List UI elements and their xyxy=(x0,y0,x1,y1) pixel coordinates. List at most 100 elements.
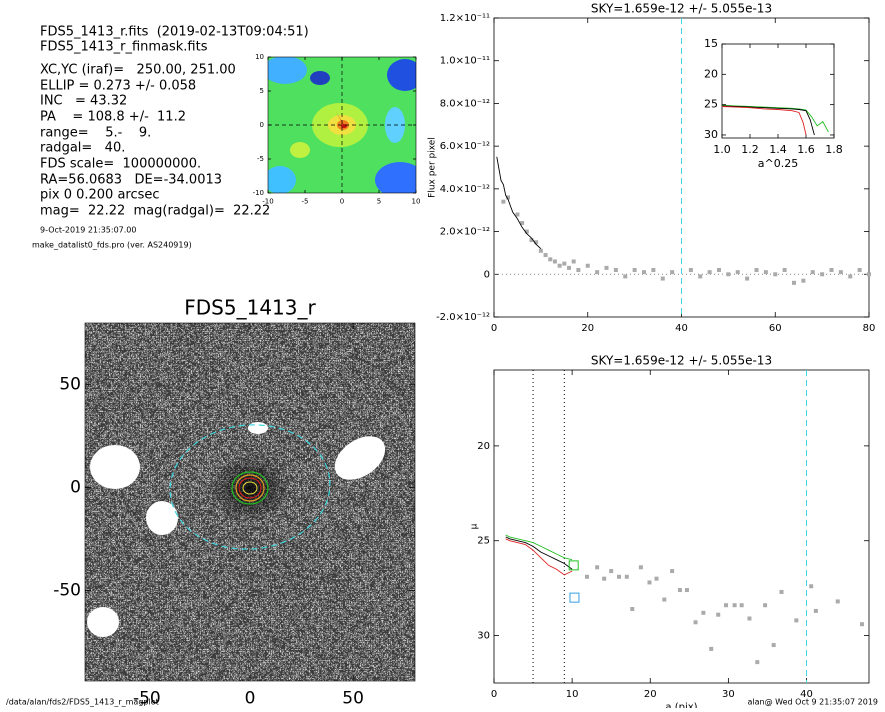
marker xyxy=(660,276,665,281)
timestamp: 9-Oct-2019 21:35:07.00 xyxy=(40,226,136,235)
y-tick-label: 15 xyxy=(704,37,718,50)
line xyxy=(721,104,829,133)
y-tick-label: 2.0×10⁻¹² xyxy=(440,227,490,238)
marker xyxy=(701,610,706,615)
footer-right: alan@ Wed Oct 9 21:35:07 2019 xyxy=(748,698,878,707)
marker xyxy=(534,240,539,245)
plot-area xyxy=(493,369,870,684)
thumbnail-image xyxy=(268,57,416,193)
marker xyxy=(515,212,520,217)
info-line: XC,YC (iraf)= 250.00, 251.00 xyxy=(40,63,236,78)
marker xyxy=(688,268,693,273)
marker xyxy=(651,268,656,273)
marker xyxy=(604,265,609,270)
x-tick-label: 0 xyxy=(245,688,256,708)
marker xyxy=(548,257,553,262)
marker xyxy=(857,268,862,273)
y-tick-label: 30 xyxy=(704,128,718,141)
y-tick-label: 0 xyxy=(484,269,490,280)
marker xyxy=(684,588,689,593)
marker xyxy=(809,584,814,589)
x-tick-label: 50 xyxy=(342,688,364,708)
marker xyxy=(717,268,721,273)
x-tick-label: 5 xyxy=(377,197,381,205)
y-tick-label: -2.0×10⁻¹² xyxy=(436,312,490,323)
marker xyxy=(867,272,871,277)
marker xyxy=(810,270,815,275)
x-tick-label: 1.2 xyxy=(741,143,759,156)
marker xyxy=(647,580,652,585)
marker xyxy=(724,603,729,608)
marker xyxy=(773,272,778,277)
x-tick-label: 0 xyxy=(491,689,497,700)
info-line: radgal= 40. xyxy=(40,141,125,156)
marker xyxy=(739,603,744,608)
marker xyxy=(735,270,740,275)
marker xyxy=(755,660,760,665)
x-axis-label: a^0.25 xyxy=(758,157,798,170)
marker xyxy=(602,576,607,581)
marker xyxy=(771,643,776,648)
y-tick-label: 5 xyxy=(260,87,264,95)
marker xyxy=(662,597,667,602)
marker xyxy=(506,195,511,200)
y-tick-label: 25 xyxy=(704,98,718,111)
marker xyxy=(624,574,629,579)
x-tick-label: 0 xyxy=(340,197,344,205)
y-tick-label: 1.0×10⁻¹¹ xyxy=(440,56,490,67)
marker xyxy=(557,263,562,268)
x-tick-label: -10 xyxy=(262,197,273,205)
marker xyxy=(763,270,768,275)
marker xyxy=(571,259,576,264)
y-axis-label: μ xyxy=(470,523,480,529)
x-tick-label: 0 xyxy=(491,323,497,334)
marker xyxy=(859,622,864,627)
x-tick-label: 40 xyxy=(800,689,813,700)
marker xyxy=(747,616,752,621)
marker xyxy=(838,270,843,275)
y-tick-label: 20 xyxy=(704,67,718,80)
marker xyxy=(726,272,731,277)
marker xyxy=(595,270,600,275)
x-tick-label: 20 xyxy=(644,689,657,700)
line xyxy=(496,156,542,250)
x-tick-label: 20 xyxy=(581,323,594,334)
line xyxy=(721,106,807,136)
chart-title: FDS5_1413_r xyxy=(184,296,316,320)
info-line: range= 5.- 9. xyxy=(40,126,151,141)
marker xyxy=(638,565,643,570)
program: make_datalist0_fds.pro (ver. AS240919) xyxy=(32,241,192,250)
x-tick-label: 1.4 xyxy=(769,143,787,156)
marker xyxy=(670,569,675,574)
marker xyxy=(632,268,637,273)
chart-title: SKY=1.659e-12 +/- 5.055e-13 xyxy=(591,354,772,368)
marker xyxy=(609,569,614,574)
marker xyxy=(794,618,799,623)
marker xyxy=(820,272,825,277)
marker xyxy=(630,607,635,612)
marker xyxy=(501,199,506,204)
marker xyxy=(538,248,543,253)
y-tick-label: 30 xyxy=(477,631,490,642)
info-line: FDS scale= 100000000. xyxy=(40,157,201,172)
y-tick-label: 1.2×10⁻¹¹ xyxy=(440,13,490,24)
line xyxy=(721,105,815,136)
x-tick-label: -50 xyxy=(133,688,161,708)
chart-title: SKY=1.659e-12 +/- 5.055e-13 xyxy=(591,2,772,16)
marker xyxy=(529,238,534,243)
info-line: ELLIP = 0.273 +/- 0.058 xyxy=(40,79,196,94)
y-tick-label: 25 xyxy=(477,536,490,547)
marker xyxy=(642,270,646,275)
x-tick-label: 1.6 xyxy=(797,143,815,156)
line xyxy=(505,534,573,561)
x-tick-label: -5 xyxy=(302,197,309,205)
marker xyxy=(552,259,557,264)
x-tick-label: 40 xyxy=(675,323,688,334)
x-tick-label: 60 xyxy=(769,323,782,334)
marker xyxy=(829,268,834,273)
marker xyxy=(623,274,628,279)
y-tick-label: 50 xyxy=(59,375,81,395)
marker xyxy=(693,620,698,625)
y-tick-label: 10 xyxy=(255,53,264,61)
